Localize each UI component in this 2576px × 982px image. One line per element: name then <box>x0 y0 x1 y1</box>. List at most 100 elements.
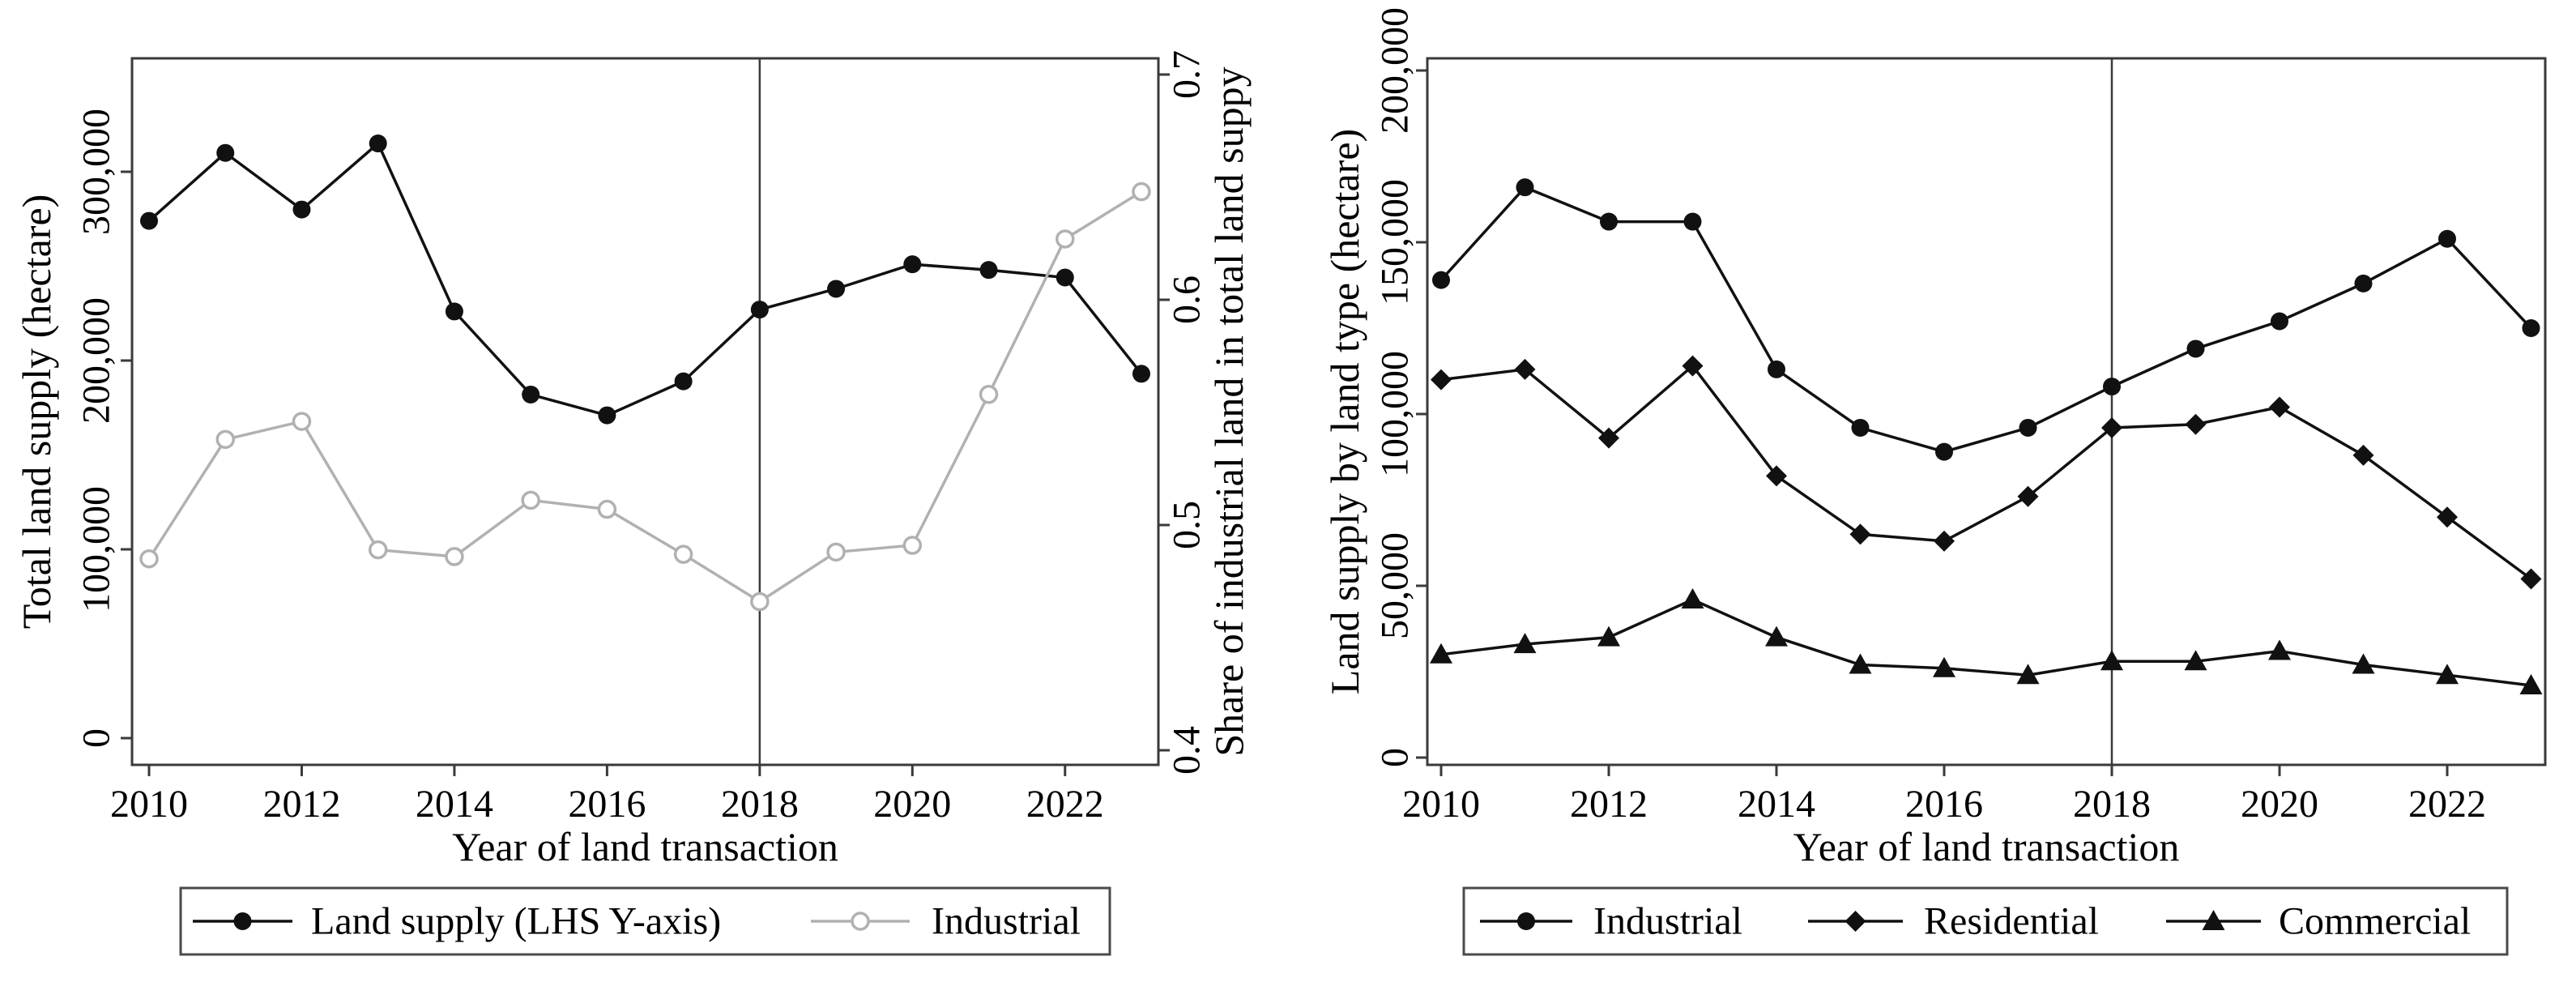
data-point-marker <box>140 211 158 230</box>
data-point-marker <box>2352 444 2374 466</box>
data-point-marker <box>233 912 252 930</box>
series-line-commercial <box>1440 598 2531 687</box>
plot-frame <box>1426 57 2547 766</box>
data-point-marker <box>1598 427 1619 449</box>
data-point-marker <box>2354 274 2373 292</box>
data-point-marker <box>1517 912 1535 930</box>
series-line-land-supply-lhs-y-axis- <box>147 141 1143 417</box>
data-point-marker <box>902 536 923 555</box>
data-point-marker <box>674 372 693 391</box>
data-point-marker <box>445 547 464 566</box>
data-point-marker <box>368 540 388 560</box>
data-point-marker <box>2522 319 2540 337</box>
x-axis-tick-label: 2020 <box>873 783 951 826</box>
data-point-marker <box>2185 413 2207 435</box>
x-axis-tick-label: 2010 <box>1402 783 1480 826</box>
data-point-marker <box>597 499 617 519</box>
y-axis-tick-label: 100,000 <box>75 486 118 613</box>
right-y-axis-tick-label: 0.7 <box>1166 50 1209 99</box>
data-point-marker <box>1851 418 1870 437</box>
data-point-marker <box>827 280 846 298</box>
data-point-marker <box>292 412 312 431</box>
data-point-marker <box>522 385 540 403</box>
x-axis-tick-label: 2016 <box>568 783 646 826</box>
data-point-marker <box>1933 656 1955 677</box>
x-axis-tick-label: 2016 <box>1905 783 1983 826</box>
x-axis-title: Year of land transaction <box>452 824 838 869</box>
plot-frame <box>130 57 1160 766</box>
x-axis-tick-label: 2018 <box>721 783 799 826</box>
y-axis-tick-label: 0 <box>75 728 118 748</box>
legend-label: Residential <box>1924 900 2099 943</box>
y-axis-title: Land supply by land type (hectare) <box>1322 129 1367 694</box>
data-point-marker <box>1682 355 1704 377</box>
x-axis-tick-label: 2012 <box>262 783 340 826</box>
data-point-marker <box>1766 465 1787 487</box>
x-axis-tick-label: 2010 <box>110 783 188 826</box>
data-point-marker <box>673 544 693 564</box>
data-point-marker <box>1935 442 1953 461</box>
y-axis-tick-label: 100,000 <box>1374 351 1417 477</box>
data-point-marker <box>445 302 463 321</box>
y-axis-tick-label: 200,000 <box>75 297 118 424</box>
x-axis-tick-label: 2012 <box>1570 783 1648 826</box>
y-axis-tick-label: 300,000 <box>75 109 118 235</box>
data-point-marker <box>2519 673 2543 694</box>
data-point-marker <box>826 542 846 562</box>
legend-label: Industrial <box>932 900 1081 943</box>
series-line-industrial <box>1439 186 2532 454</box>
series-line-residential <box>1440 364 2532 580</box>
x-axis-tick-label: 2022 <box>1026 783 1104 826</box>
data-point-marker <box>1683 212 1702 231</box>
data-point-marker <box>750 591 770 612</box>
data-point-marker <box>2186 339 2205 358</box>
right-y-axis-tick-label: 0.4 <box>1166 726 1209 775</box>
data-point-marker <box>2352 653 2375 674</box>
data-point-marker <box>1849 653 1872 674</box>
data-point-marker <box>2184 650 2207 671</box>
x-axis-tick-label: 2014 <box>1738 783 1815 826</box>
right-y-axis-tick-label: 0.5 <box>1166 501 1209 549</box>
data-point-marker <box>979 261 998 280</box>
data-point-marker <box>2437 506 2458 528</box>
data-point-marker <box>1430 643 1452 664</box>
data-point-marker <box>1600 212 1618 231</box>
data-point-marker <box>598 406 616 425</box>
data-point-marker <box>1056 229 1075 249</box>
data-point-marker <box>1765 625 1788 647</box>
legend-label: Land supply (LHS Y-axis) <box>311 900 721 943</box>
legend-box <box>179 886 1111 956</box>
x-axis-tick-label: 2018 <box>2073 783 2151 826</box>
left-chart: 2010 2012 2014 2016 2018 2020 2022 0 100,000 200,… <box>14 50 1252 956</box>
data-point-marker <box>750 301 769 319</box>
data-point-marker <box>1056 268 1074 287</box>
data-point-marker <box>851 912 870 931</box>
data-point-marker <box>979 385 999 404</box>
data-point-marker <box>1845 911 1866 932</box>
data-point-marker <box>2100 650 2123 671</box>
data-point-marker <box>292 200 311 219</box>
data-point-marker <box>2103 378 2121 396</box>
data-point-marker <box>1514 358 1536 380</box>
x-axis-title: Year of land transaction <box>1793 824 2180 869</box>
y-axis-title: Total land supply (hectare) <box>14 194 59 630</box>
data-point-marker <box>2016 664 2040 685</box>
data-point-marker <box>1681 587 1704 608</box>
data-point-marker <box>1516 178 1534 197</box>
legend-label: Industrial <box>1593 900 1742 943</box>
data-point-marker <box>215 429 235 450</box>
data-point-marker <box>139 549 159 569</box>
data-point-marker <box>369 134 387 153</box>
data-point-marker <box>1432 271 1450 289</box>
x-axis-tick-label: 2022 <box>2408 783 2486 826</box>
data-point-marker <box>903 255 922 274</box>
data-point-marker <box>2101 416 2122 438</box>
data-point-marker <box>1597 625 1620 647</box>
data-point-marker <box>2436 664 2459 685</box>
data-point-marker <box>2269 396 2290 418</box>
legend-box <box>1462 886 2509 956</box>
series-line-industrial <box>147 190 1142 604</box>
y-axis-tick-label: 150,000 <box>1374 179 1417 305</box>
data-point-marker <box>1132 181 1151 202</box>
